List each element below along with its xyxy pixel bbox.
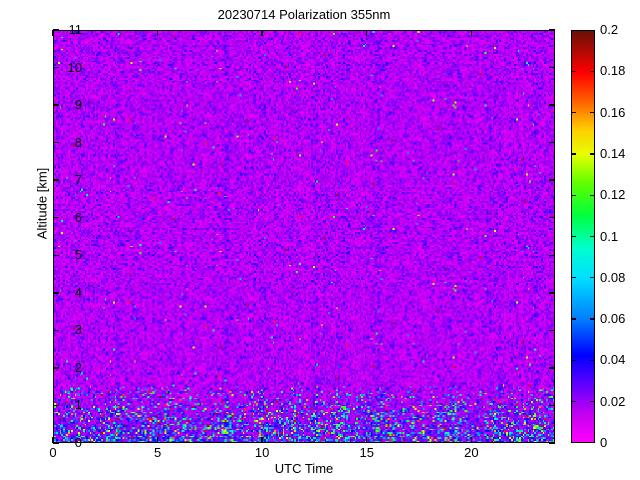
colorbar-tick-label: 0.16 [600, 104, 626, 120]
y-tick-mark [549, 442, 555, 444]
y-tick-mark [549, 292, 555, 294]
y-tick-mark [549, 66, 555, 69]
x-tick-mark [52, 30, 54, 36]
colorbar-tick-mark [571, 277, 576, 279]
y-tick-mark [549, 141, 555, 144]
x-tick-mark [261, 30, 263, 36]
colorbar-tick-label: 0.02 [600, 393, 626, 409]
heatmap-plot-area [53, 30, 555, 443]
colorbar-tick-mark [590, 318, 595, 320]
x-tick-label: 15 [359, 445, 374, 460]
y-tick-label: 10 [67, 59, 82, 75]
colorbar-tick-label: 0.06 [600, 311, 626, 327]
y-tick-label: 6 [74, 209, 82, 225]
colorbar-tick-mark [590, 194, 595, 196]
colorbar-tick-mark [571, 153, 576, 155]
colorbar-tick-mark [571, 401, 576, 403]
y-tick-mark [53, 292, 59, 294]
y-axis-label: Altitude [km] [34, 167, 50, 240]
y-tick-mark [549, 29, 555, 31]
colorbar-tick-label: 0.08 [600, 269, 626, 285]
colorbar-tick-mark [590, 359, 595, 362]
y-tick-label: 2 [74, 359, 82, 375]
colorbar-tick-mark [571, 194, 576, 196]
y-tick-mark [53, 329, 59, 332]
colorbar-tick-mark [571, 359, 576, 362]
x-tick-label: 20 [464, 445, 479, 460]
x-tick-label: 0 [49, 445, 57, 460]
y-tick-label: 9 [74, 97, 82, 113]
y-tick-mark [549, 367, 555, 369]
y-tick-mark [549, 179, 555, 181]
x-tick-mark [261, 437, 263, 443]
y-tick-mark [53, 66, 59, 69]
x-tick-mark [156, 30, 159, 36]
x-tick-mark [470, 437, 473, 443]
y-tick-mark [549, 404, 555, 407]
colorbar-tick-mark [590, 70, 595, 72]
y-tick-mark [53, 29, 59, 31]
colorbar-tick-mark [590, 153, 595, 155]
x-tick-label: 5 [153, 445, 162, 460]
x-axis-label: UTC Time [274, 461, 334, 476]
colorbar-tick-label: 0.1 [600, 228, 619, 244]
x-tick-label: 10 [254, 445, 270, 460]
y-tick-label: 11 [68, 22, 83, 37]
colorbar-tick-label: 0.2 [600, 22, 619, 37]
y-tick-mark [53, 217, 59, 219]
y-tick-mark [53, 104, 59, 106]
y-tick-mark [53, 179, 59, 181]
y-tick-label: 1 [74, 397, 82, 413]
colorbar-tick-mark [571, 235, 576, 238]
y-tick-mark [549, 329, 555, 332]
colorbar-tick-mark [590, 401, 595, 403]
y-tick-label: 8 [74, 134, 82, 150]
y-tick-label: 5 [74, 247, 82, 263]
colorbar-tick-label: 0.14 [600, 145, 626, 161]
y-tick-label: 7 [74, 172, 82, 188]
y-tick-mark [53, 254, 59, 256]
colorbar-tick-label: 0.04 [600, 352, 626, 368]
y-tick-mark [549, 254, 555, 256]
chart-title: 20230714 Polarization 355nm [217, 7, 391, 22]
colorbar-tick-mark [590, 235, 595, 238]
x-tick-mark [366, 437, 368, 443]
y-tick-mark [549, 217, 555, 219]
colorbar-tick-mark [571, 318, 576, 320]
y-tick-mark [549, 104, 555, 106]
y-tick-label: 4 [74, 284, 82, 300]
y-tick-mark [53, 442, 59, 444]
y-tick-label: 0 [74, 435, 82, 450]
colorbar-tick-label: 0.18 [600, 63, 626, 79]
y-tick-mark [53, 404, 59, 407]
colorbar-tick-mark [571, 111, 576, 114]
x-tick-mark [156, 437, 159, 443]
x-tick-mark [52, 437, 54, 443]
x-tick-mark [366, 30, 368, 36]
x-tick-mark [470, 30, 473, 36]
colorbar-tick-label: 0 [600, 435, 608, 450]
colorbar-tick-mark [571, 70, 576, 72]
y-tick-mark [53, 141, 59, 144]
colorbar-tick-mark [590, 277, 595, 279]
colorbar-tick-mark [590, 111, 595, 114]
colorbar-gradient [572, 31, 594, 442]
heatmap-image [54, 31, 554, 442]
colorbar-tick-label: 0.12 [600, 187, 626, 203]
y-tick-label: 3 [74, 322, 82, 338]
y-tick-mark [53, 367, 59, 369]
